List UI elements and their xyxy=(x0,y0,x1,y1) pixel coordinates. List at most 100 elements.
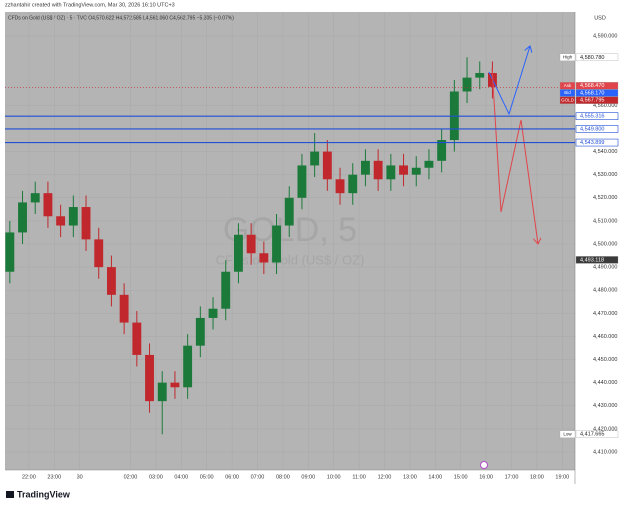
brand-logo xyxy=(6,491,14,498)
candle-body xyxy=(106,267,116,295)
y-tick-label: 4,490.000 xyxy=(593,265,617,271)
x-tick-label: 04:00 xyxy=(174,474,188,480)
y-tick-label: 4,540.000 xyxy=(593,149,617,155)
x-tick-label: 02:00 xyxy=(124,474,138,480)
candle-body xyxy=(183,345,193,388)
y-tick-label: 4,590.000 xyxy=(593,33,617,39)
symbol-line: CFDs on Gold (US$ / OZ) · 5 · TVC O4,570… xyxy=(8,15,234,21)
candle-body xyxy=(246,234,256,254)
x-tick-label: 06:00 xyxy=(225,474,239,480)
price-label: 4,568.470 xyxy=(580,83,604,89)
candle-body xyxy=(348,174,358,194)
x-tick-label: 13:00 xyxy=(403,474,417,480)
candle-body xyxy=(208,308,218,318)
y-tick-label: 4,470.000 xyxy=(593,311,617,317)
candle-body xyxy=(322,151,332,180)
projection-down xyxy=(491,67,538,244)
y-tick-label: 4,450.000 xyxy=(593,357,617,363)
x-tick-label: 07:00 xyxy=(251,474,265,480)
candle-body xyxy=(424,160,434,168)
watermark-sub: CFDs on Gold (US$ / OZ) xyxy=(216,252,365,267)
price-label-box xyxy=(575,89,619,97)
x-tick-label: 16:00 xyxy=(479,474,493,480)
candle-body xyxy=(272,225,281,263)
x-tick-label: 11:00 xyxy=(352,474,365,480)
y-tick-label: 4,480.000 xyxy=(593,288,617,294)
price-label-box xyxy=(575,256,619,264)
price-tag: High xyxy=(563,55,573,60)
x-tick-label: 15:00 xyxy=(454,474,468,480)
x-tick-label: 09:00 xyxy=(301,474,315,480)
y-tick-label: 4,510.000 xyxy=(593,218,617,224)
candle-body xyxy=(195,317,205,346)
y-tick-label: 4,560.000 xyxy=(593,103,617,109)
y-tick-label: 4,530.000 xyxy=(593,172,617,178)
y-tick-label: 4,410.000 xyxy=(593,449,617,455)
projection-up xyxy=(488,46,530,116)
level-label: 4,549.800 xyxy=(580,126,604,132)
candle-body xyxy=(145,354,154,402)
candle-body xyxy=(462,77,472,92)
level-label: 4,543.899 xyxy=(580,140,604,146)
y-tick-label: 4,460.000 xyxy=(593,334,617,340)
price-tag-box xyxy=(559,96,576,104)
x-tick-label: 12:00 xyxy=(378,474,392,480)
candle-body xyxy=(68,207,78,226)
projection xyxy=(488,46,538,244)
price-tag: GOLD xyxy=(561,97,575,102)
candle-body xyxy=(335,179,345,194)
header: zzhantahir created with TradingView.com,… xyxy=(5,2,175,8)
level-label-box xyxy=(575,138,619,147)
x-tick-label: 10:00 xyxy=(327,474,341,480)
price-label: 4,580.780 xyxy=(580,55,604,61)
price-tag-box xyxy=(559,53,576,61)
y-tick-label: 4,440.000 xyxy=(593,380,617,386)
candle-body xyxy=(399,165,408,175)
price-label-box xyxy=(575,82,619,90)
candle-body xyxy=(373,160,383,180)
price-tag-box xyxy=(559,89,576,97)
y-tick-label: 4,430.000 xyxy=(593,403,617,409)
price-label-box xyxy=(575,53,619,61)
candle-body xyxy=(284,197,294,226)
price-tag: Low xyxy=(563,431,572,436)
price-tag-box xyxy=(559,430,576,438)
x-tick-label: 22:00 xyxy=(22,474,36,480)
price-label: 4,568.170 xyxy=(580,90,604,96)
candle-body xyxy=(386,165,396,180)
x-tick-label: 30 xyxy=(77,474,83,480)
y-tick-label: 4,500.000 xyxy=(593,241,617,247)
candle-body xyxy=(259,253,269,263)
x-tick-label: 18:00 xyxy=(530,474,544,480)
candle-body xyxy=(170,382,180,388)
candle-body xyxy=(360,160,370,175)
plot xyxy=(5,12,575,470)
brand: TradingView xyxy=(6,489,71,499)
level-label-box xyxy=(575,112,619,120)
candle-body xyxy=(119,294,129,323)
brand-name: TradingView xyxy=(17,489,71,499)
candle-body xyxy=(5,232,15,272)
x-tick-label: 14:00 xyxy=(428,474,442,480)
currency[interactable]: USD xyxy=(594,15,606,21)
price-tag: Bid xyxy=(564,90,571,95)
candle-body xyxy=(56,216,66,226)
candle-body xyxy=(30,193,40,203)
candle-body xyxy=(132,322,142,355)
x-tick-label: 23:00 xyxy=(47,474,61,480)
candle-body xyxy=(18,202,27,233)
candle-body xyxy=(233,234,243,272)
candle-body xyxy=(475,73,485,78)
price-label-box xyxy=(575,96,619,104)
candle-body xyxy=(297,165,307,198)
level-label: 4,555.316 xyxy=(580,114,604,120)
event-icon[interactable] xyxy=(480,461,488,469)
price-label: 4,417.665 xyxy=(580,432,604,438)
x-tick-label: 17:00 xyxy=(505,474,519,480)
x-tick-label: 03:00 xyxy=(149,474,163,480)
price-label: 4,567.795 xyxy=(580,98,604,104)
candle-body xyxy=(94,239,104,268)
x-tick-label: 08:00 xyxy=(276,474,290,480)
price-label-box xyxy=(575,430,619,438)
candle-body xyxy=(437,140,447,161)
